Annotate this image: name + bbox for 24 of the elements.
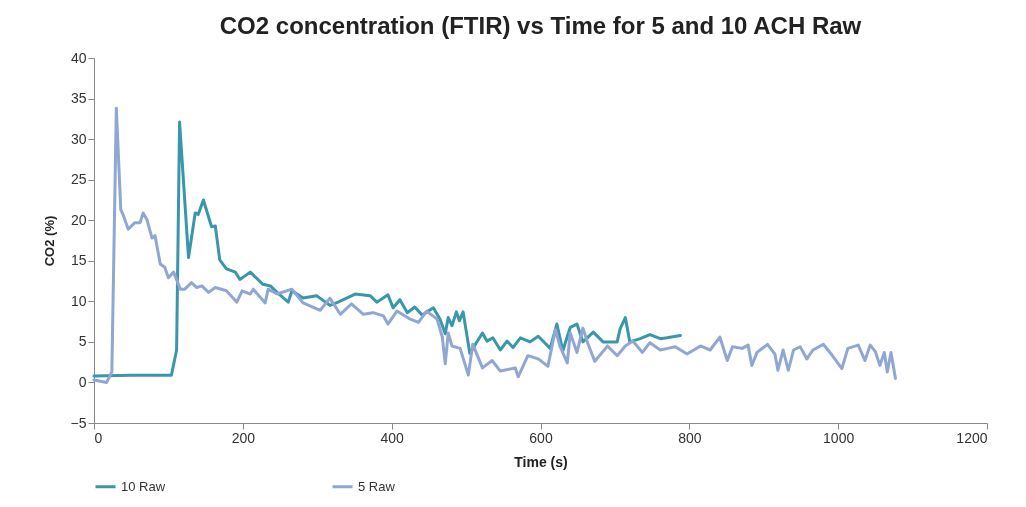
- y-tick-label: −5: [70, 414, 87, 431]
- y-tick-label: 30: [70, 130, 87, 147]
- y-tick-label: 15: [70, 252, 87, 269]
- y-tick-label: 5: [78, 333, 87, 350]
- legend-label: 5 Raw: [358, 478, 396, 494]
- y-tick-label: 35: [70, 90, 87, 107]
- x-tick-label: 800: [678, 429, 702, 446]
- x-tick-label: 0: [94, 429, 103, 446]
- y-tick-label: 20: [70, 211, 87, 228]
- x-tick-label: 1200: [956, 429, 988, 446]
- y-tick-label: 10: [70, 292, 87, 309]
- x-tick-label: 600: [529, 429, 553, 446]
- x-tick-label: 1000: [823, 429, 855, 446]
- x-tick-label: 400: [380, 429, 405, 446]
- legend-label: 10 Raw: [121, 478, 166, 494]
- y-tick-label: 25: [70, 171, 87, 188]
- line-series: [92, 106, 897, 384]
- y-tick-label: 0: [78, 373, 87, 390]
- y-axis-title: CO2 (%): [41, 215, 57, 267]
- y-tick-label: 40: [70, 49, 87, 66]
- chart-title: CO2 concentration (FTIR) vs Time for 5 and 10 ACH Raw: [219, 12, 862, 39]
- x-tick-label: 200: [231, 429, 256, 446]
- line-series: [92, 120, 682, 378]
- x-axis-title: Time (s): [514, 453, 568, 470]
